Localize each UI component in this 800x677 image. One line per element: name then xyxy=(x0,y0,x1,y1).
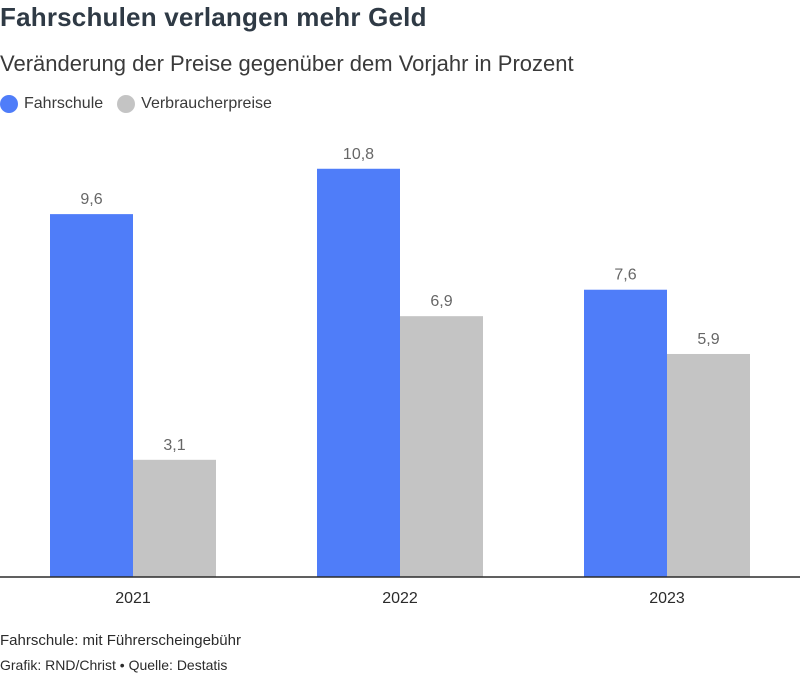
data-label-verbraucherpreise-2021: 3,1 xyxy=(163,437,185,454)
bar-fahrschule-2022 xyxy=(317,168,400,577)
bar-verbraucherpreise-2022 xyxy=(400,316,483,577)
bar-verbraucherpreise-2023 xyxy=(667,353,750,577)
legend: Fahrschule Verbraucherpreise xyxy=(0,95,286,113)
legend-label-fahrschule: Fahrschule xyxy=(24,95,104,112)
legend-label-verbraucherpreise: Verbraucherpreise xyxy=(141,95,272,112)
x-tick-label-2023: 2023 xyxy=(649,590,685,607)
data-label-verbraucherpreise-2022: 6,9 xyxy=(430,293,452,310)
bar-fahrschule-2023 xyxy=(584,289,667,577)
data-label-fahrschule-2022: 10,8 xyxy=(343,146,374,163)
legend-swatch-verbraucherpreise xyxy=(117,95,136,113)
legend-item-fahrschule: Fahrschule xyxy=(0,95,103,113)
chart-subtitle: Veränderung der Preise gegenüber dem Vor… xyxy=(0,51,574,76)
x-tick-label-2021: 2021 xyxy=(115,590,151,607)
bar-verbraucherpreise-2021 xyxy=(133,459,216,577)
footnote: Fahrschule: mit Führerscheingebühr xyxy=(0,632,241,649)
legend-swatch-fahrschule xyxy=(0,95,18,113)
source-credit: Grafik: RND/Christ • Quelle: Destatis xyxy=(0,657,228,673)
bar-fahrschule-2021 xyxy=(50,214,133,577)
data-label-fahrschule-2021: 9,6 xyxy=(80,191,102,208)
legend-item-verbraucherpreise: Verbraucherpreise xyxy=(117,95,272,113)
chart-title: Fahrschulen verlangen mehr Geld xyxy=(0,2,427,32)
data-label-verbraucherpreise-2023: 5,9 xyxy=(697,331,719,348)
data-label-fahrschule-2023: 7,6 xyxy=(614,267,636,284)
x-tick-label-2022: 2022 xyxy=(382,590,418,607)
